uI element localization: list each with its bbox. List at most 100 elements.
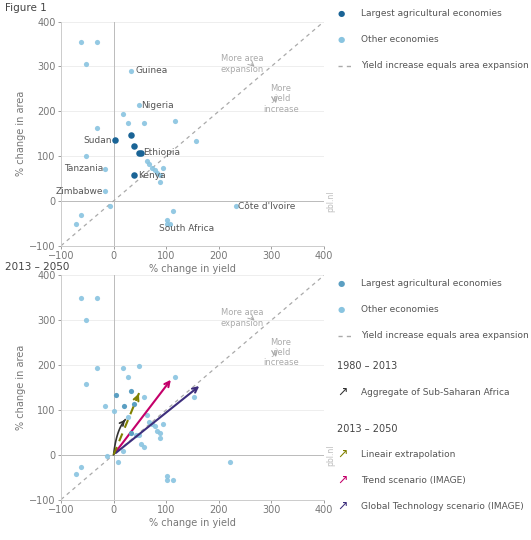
Text: Largest agricultural economies: Largest agricultural economies bbox=[361, 9, 502, 18]
Point bbox=[72, 469, 80, 478]
Text: ●: ● bbox=[337, 35, 345, 44]
Text: Yield increase equals area expansion: Yield increase equals area expansion bbox=[361, 61, 529, 70]
Text: More area
expansion: More area expansion bbox=[221, 308, 264, 328]
Point bbox=[100, 402, 109, 410]
Text: Zimbabwe: Zimbabwe bbox=[56, 186, 103, 195]
Text: Kenya: Kenya bbox=[138, 171, 166, 180]
Point bbox=[158, 164, 167, 172]
Text: 2013 – 2050: 2013 – 2050 bbox=[337, 424, 398, 434]
Point bbox=[232, 202, 240, 211]
Point bbox=[163, 476, 172, 484]
Point bbox=[109, 407, 118, 415]
Text: Aggregate of Sub-Saharan Africa: Aggregate of Sub-Saharan Africa bbox=[361, 388, 510, 397]
Point bbox=[140, 393, 148, 402]
Point bbox=[130, 171, 138, 180]
X-axis label: % change in yield: % change in yield bbox=[149, 264, 236, 274]
Point bbox=[135, 362, 143, 370]
Text: pbl.nl: pbl.nl bbox=[327, 191, 336, 212]
Point bbox=[189, 393, 198, 402]
Text: ↗: ↗ bbox=[337, 474, 348, 487]
Point bbox=[145, 159, 153, 168]
Point bbox=[142, 411, 151, 420]
Point bbox=[100, 164, 109, 173]
Text: Global Technology scenario (IMAGE): Global Technology scenario (IMAGE) bbox=[361, 502, 524, 511]
Point bbox=[135, 148, 143, 157]
Point bbox=[226, 458, 235, 467]
Point bbox=[140, 119, 148, 127]
Point bbox=[166, 220, 174, 228]
Point bbox=[82, 60, 91, 69]
Point bbox=[82, 316, 91, 325]
Point bbox=[168, 476, 177, 484]
Text: More
yield
increase: More yield increase bbox=[263, 338, 298, 367]
Text: pbl.nl: pbl.nl bbox=[327, 444, 336, 466]
Text: Yield increase equals area expansion: Yield increase equals area expansion bbox=[361, 331, 529, 340]
Point bbox=[110, 136, 119, 145]
Point bbox=[77, 37, 85, 46]
Point bbox=[127, 386, 135, 395]
Point bbox=[127, 429, 135, 437]
Point bbox=[145, 417, 153, 426]
X-axis label: % change in yield: % change in yield bbox=[149, 518, 236, 528]
Text: ↗: ↗ bbox=[337, 500, 348, 513]
Point bbox=[192, 137, 200, 146]
Text: South Africa: South Africa bbox=[159, 224, 215, 233]
Text: 2013 – 2050: 2013 – 2050 bbox=[5, 262, 70, 272]
Point bbox=[120, 402, 129, 410]
Point bbox=[136, 148, 145, 157]
Y-axis label: % change in area: % change in area bbox=[16, 345, 26, 430]
Text: Lineair extrapolation: Lineair extrapolation bbox=[361, 450, 456, 459]
Point bbox=[130, 400, 138, 408]
Text: Guinea: Guinea bbox=[135, 66, 167, 76]
Point bbox=[171, 117, 179, 125]
Point bbox=[156, 171, 164, 179]
Point bbox=[92, 364, 101, 373]
Point bbox=[100, 187, 109, 195]
Point bbox=[77, 462, 85, 471]
Text: Côte d'Ivoire: Côte d'Ivoire bbox=[238, 202, 296, 211]
Point bbox=[148, 420, 156, 429]
Text: Nigeria: Nigeria bbox=[141, 101, 174, 110]
Point bbox=[127, 66, 135, 75]
Text: Ethiopia: Ethiopia bbox=[143, 148, 180, 158]
Text: Figure 1: Figure 1 bbox=[5, 3, 47, 13]
Point bbox=[124, 119, 133, 127]
Point bbox=[150, 166, 159, 175]
Point bbox=[156, 429, 164, 437]
Text: Sudan: Sudan bbox=[83, 136, 112, 145]
Point bbox=[127, 130, 135, 139]
Point bbox=[92, 124, 101, 132]
Text: ↗: ↗ bbox=[337, 386, 348, 399]
Point bbox=[130, 142, 138, 151]
Point bbox=[124, 413, 133, 422]
Point bbox=[124, 373, 133, 381]
Point bbox=[135, 101, 143, 110]
Point bbox=[82, 152, 91, 160]
Point bbox=[171, 373, 179, 381]
Point bbox=[148, 164, 156, 172]
Point bbox=[135, 431, 143, 440]
Text: More area
expansion: More area expansion bbox=[221, 55, 264, 74]
Point bbox=[119, 447, 127, 455]
Point bbox=[77, 211, 85, 220]
Text: Other economies: Other economies bbox=[361, 305, 439, 314]
Point bbox=[153, 427, 161, 435]
Point bbox=[82, 380, 91, 388]
Text: Other economies: Other economies bbox=[361, 35, 439, 44]
Point bbox=[163, 220, 172, 228]
Point bbox=[137, 440, 145, 449]
Text: ●: ● bbox=[337, 279, 345, 288]
Point bbox=[150, 422, 159, 431]
Text: Tanzania: Tanzania bbox=[64, 164, 103, 173]
Y-axis label: % change in area: % change in area bbox=[16, 91, 26, 176]
Point bbox=[114, 458, 122, 467]
Point bbox=[112, 391, 121, 400]
Point bbox=[163, 215, 172, 224]
Text: More
yield
increase: More yield increase bbox=[263, 84, 298, 113]
Point bbox=[92, 294, 101, 302]
Point bbox=[106, 202, 114, 211]
Text: Trend scenario (IMAGE): Trend scenario (IMAGE) bbox=[361, 476, 466, 485]
Point bbox=[77, 294, 85, 302]
Point bbox=[103, 451, 112, 460]
Point bbox=[119, 364, 127, 373]
